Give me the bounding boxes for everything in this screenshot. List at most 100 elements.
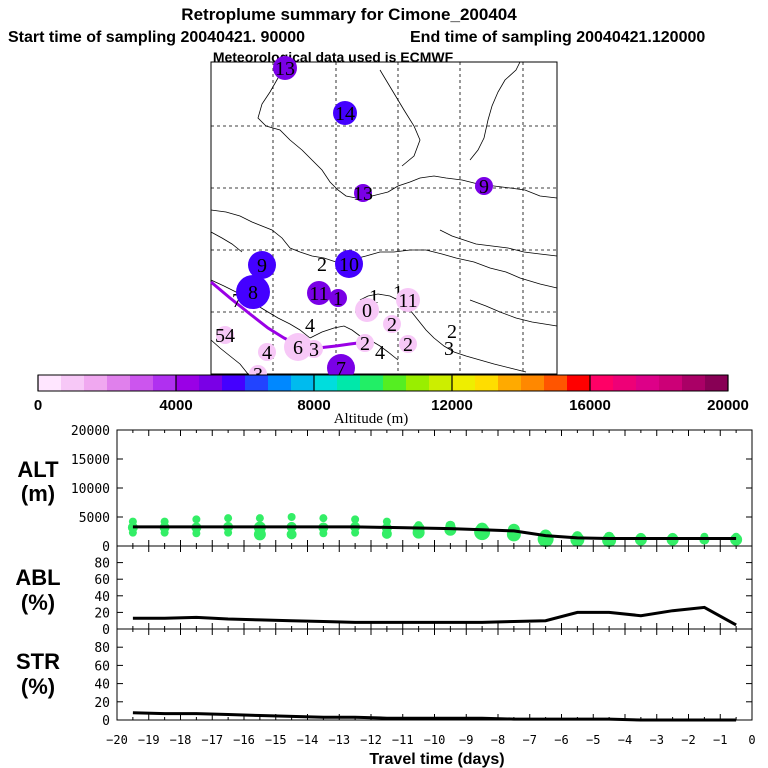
cluster-marker xyxy=(284,333,312,361)
time-series-panels: ALT(m)05000100001500020000ABL(%)02040608… xyxy=(15,424,755,768)
ytick-label: 40 xyxy=(94,678,110,693)
panel-ylabel: STR xyxy=(16,649,60,674)
panel-ylabel: (m) xyxy=(21,481,55,506)
cluster-marker xyxy=(273,56,297,80)
panel-alt: ALT(m) 0 5000 10000 15000 20000 xyxy=(17,424,753,555)
map-cluster: 13 xyxy=(273,56,297,80)
colorbar-cell xyxy=(590,375,614,391)
cluster-label: 11 xyxy=(398,290,417,312)
alt-scatter-point xyxy=(287,513,296,521)
cluster-marker xyxy=(305,340,323,358)
cluster-label: 2 xyxy=(360,333,370,355)
cluster-label: 2 xyxy=(317,254,327,276)
cluster-marker xyxy=(307,281,331,305)
colorbar-cell xyxy=(61,375,85,391)
xtick-label: −14 xyxy=(297,733,319,747)
colorbar-tick-label: 16000 xyxy=(569,397,611,414)
cluster-label: 2 xyxy=(387,314,397,336)
map-cluster: 6 xyxy=(284,333,312,361)
retroplume-map: 13141399210781111111022354446324273 xyxy=(210,56,558,386)
map-cluster: 3 xyxy=(305,339,323,361)
colorbar-cell xyxy=(360,375,384,391)
ytick-label: 0 xyxy=(102,623,110,638)
cluster-marker xyxy=(248,251,276,279)
map-cluster: 0 xyxy=(355,298,379,322)
xtick-label: −20 xyxy=(106,733,128,747)
alt-scatter-point xyxy=(224,528,233,537)
map-cluster: 7 xyxy=(232,290,242,312)
alt-scatter-point xyxy=(351,528,360,537)
panel-ylabel: ALT xyxy=(17,457,59,482)
cluster-label: 1 xyxy=(369,286,379,308)
ytick-label: 60 xyxy=(94,659,110,674)
cluster-label: 54 xyxy=(215,325,235,347)
altitude-colorbar: 0 4000 8000 12000 16000 20000 Altitude (m) xyxy=(34,374,749,427)
coastlines xyxy=(210,61,558,375)
map-cluster: 3 xyxy=(444,338,454,360)
cluster-label: 4 xyxy=(375,342,385,364)
alt-scatter-point xyxy=(570,532,585,547)
cluster-label: 9 xyxy=(479,176,489,198)
cluster-label: 3 xyxy=(309,339,319,361)
colorbar-ticks: 0 4000 8000 12000 16000 20000 xyxy=(34,375,749,414)
cluster-marker xyxy=(258,343,276,361)
cluster-marker xyxy=(399,335,417,353)
cluster-label: 8 xyxy=(248,282,258,304)
colorbar-cell xyxy=(682,375,706,391)
cluster-marker xyxy=(329,289,347,307)
panel-ylabel: (%) xyxy=(21,590,55,615)
ytick-label: 10000 xyxy=(71,482,110,497)
map-cluster: 11 xyxy=(307,281,331,305)
xtick-label: −19 xyxy=(138,733,160,747)
cluster-label: 3 xyxy=(444,338,454,360)
met-data-label: Meteorological data used is ECMWF xyxy=(213,49,454,65)
map-cluster: 1 xyxy=(329,288,347,310)
colorbar-cell xyxy=(245,375,269,391)
cluster-marker xyxy=(216,326,234,344)
cluster-labels: 13141399210781111111022354446324273 xyxy=(215,56,493,386)
panel-ylabel: ABL xyxy=(15,565,60,590)
panel-frame xyxy=(116,545,753,630)
xtick-label: −17 xyxy=(201,733,223,747)
series-line xyxy=(132,605,737,627)
alt-scatter-point xyxy=(602,533,617,548)
cluster-marker xyxy=(356,334,374,352)
xtick-label: −11 xyxy=(392,733,414,747)
alt-scatter-point xyxy=(286,529,297,540)
map-cluster: 2 xyxy=(399,334,417,356)
alt-scatter-point xyxy=(192,515,201,524)
map-cluster: 2 xyxy=(447,321,457,343)
ytick-label: 20 xyxy=(94,606,110,621)
alt-scatter-point xyxy=(351,515,360,524)
map-cluster: 4 xyxy=(375,342,385,364)
cluster-marker xyxy=(335,250,363,278)
colorbar-cells xyxy=(38,375,729,391)
figure-title: Retroplume summary for Cimone_200404 xyxy=(181,5,517,24)
ytick-label: 15000 xyxy=(71,453,110,468)
xtick-label: −15 xyxy=(265,733,287,747)
xtick-label: −7 xyxy=(523,733,537,747)
map-cluster: 4 xyxy=(305,315,315,337)
cluster-marker xyxy=(354,184,372,202)
xtick-label: 0 xyxy=(748,733,755,747)
colorbar-cell xyxy=(383,375,407,391)
cluster-label: 4 xyxy=(305,315,315,337)
colorbar-cell xyxy=(659,375,683,391)
colorbar-tick-label: 20000 xyxy=(707,397,749,414)
xtick-label: −6 xyxy=(554,733,568,747)
cluster-marker xyxy=(355,298,379,322)
colorbar-cell xyxy=(636,375,660,391)
cluster-label: 1 xyxy=(333,288,343,310)
colorbar-tick-label: 0 xyxy=(34,397,42,414)
cluster-marker xyxy=(333,101,357,125)
colorbar-cell xyxy=(337,375,361,391)
xtick-label: −13 xyxy=(328,733,350,747)
cluster-label: 11 xyxy=(309,283,328,305)
alt-scatter-point xyxy=(412,526,425,539)
colorbar-cell xyxy=(199,375,223,391)
cluster-label: 10 xyxy=(339,254,359,276)
xtick-label: −5 xyxy=(586,733,600,747)
end-time-label: End time of sampling 20040421.120000 xyxy=(410,29,705,46)
colorbar-xlabel: Altitude (m) xyxy=(334,411,409,427)
xtick-label: −9 xyxy=(459,733,473,747)
